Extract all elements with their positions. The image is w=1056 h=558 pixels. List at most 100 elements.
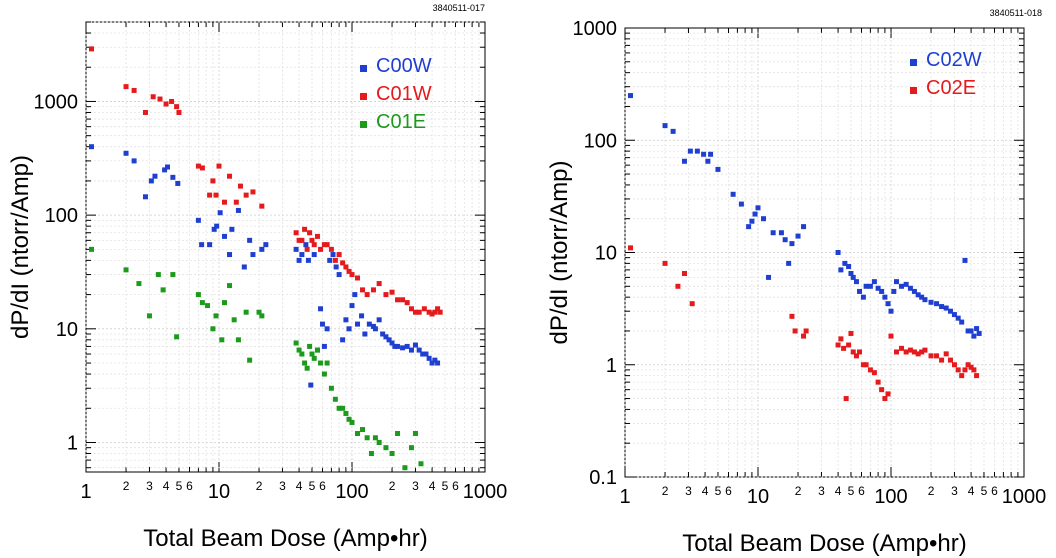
y-tick-label: 100 xyxy=(584,130,617,152)
y-tick-label: 100 xyxy=(45,205,78,227)
data-point xyxy=(959,319,965,325)
x-axis-title: Total Beam Dose (Amp•hr) xyxy=(143,525,428,552)
x-tick-label: 100 xyxy=(874,486,907,508)
data-point xyxy=(662,260,668,266)
data-point xyxy=(199,300,205,306)
data-point xyxy=(352,292,358,298)
data-point xyxy=(628,93,634,99)
x-tick-label: 1 xyxy=(80,481,91,503)
data-point xyxy=(131,158,137,164)
data-point xyxy=(801,224,807,230)
data-point xyxy=(888,308,894,314)
data-point xyxy=(882,396,888,402)
data-point xyxy=(311,355,317,361)
data-point xyxy=(386,337,392,343)
data-point xyxy=(243,309,249,315)
data-point xyxy=(863,283,869,289)
data-point xyxy=(131,87,137,93)
data-point xyxy=(165,164,171,170)
data-point xyxy=(915,351,921,357)
x-minor-tick-label: 5 xyxy=(848,484,855,498)
data-point xyxy=(355,275,361,281)
data-point xyxy=(259,313,265,319)
y-tick-label: 10 xyxy=(56,319,78,341)
data-point xyxy=(319,321,325,327)
data-point xyxy=(318,360,324,366)
data-point xyxy=(296,237,302,243)
data-point xyxy=(911,288,917,294)
data-point xyxy=(328,385,334,391)
data-point xyxy=(311,242,317,248)
data-point xyxy=(174,334,180,340)
data-point xyxy=(227,283,233,289)
data-point xyxy=(928,353,934,359)
data-point xyxy=(882,294,888,300)
data-point xyxy=(383,292,389,298)
data-point xyxy=(343,264,349,270)
data-point xyxy=(850,349,856,355)
data-point xyxy=(875,285,881,291)
legend: C02W C02E xyxy=(910,49,982,99)
x-minor-tick-label: 3 xyxy=(279,479,286,493)
data-point xyxy=(302,360,308,366)
series-C00W xyxy=(89,144,441,388)
data-point xyxy=(885,301,891,307)
figure-id: 3840511-017 xyxy=(433,3,485,13)
data-point xyxy=(395,297,401,303)
data-point xyxy=(766,274,772,280)
x-minor-tick-label: 2 xyxy=(795,484,802,498)
data-point xyxy=(939,304,945,310)
data-point xyxy=(250,189,256,195)
x-tick-label: 10 xyxy=(208,481,230,503)
data-point xyxy=(296,257,302,263)
x-axis-title: Total Beam Dose (Amp•hr) xyxy=(682,530,967,557)
data-point xyxy=(336,405,342,411)
data-point xyxy=(705,158,711,164)
data-point xyxy=(195,292,201,298)
data-point xyxy=(309,237,315,243)
data-point xyxy=(163,101,169,107)
data-point xyxy=(789,241,795,247)
x-minor-tick-label: 5 xyxy=(309,479,316,493)
data-point xyxy=(420,351,426,357)
data-point xyxy=(155,272,161,278)
data-point xyxy=(860,294,866,300)
data-point xyxy=(416,347,422,353)
data-point xyxy=(392,343,398,349)
data-point xyxy=(366,321,372,327)
data-point xyxy=(247,357,253,363)
data-point xyxy=(231,317,237,323)
data-point xyxy=(330,252,336,258)
data-point xyxy=(934,301,940,307)
data-point xyxy=(871,279,877,285)
data-point xyxy=(89,144,95,150)
data-point xyxy=(857,288,863,294)
x-minor-tick-label: 6 xyxy=(319,479,326,493)
data-point xyxy=(247,237,253,243)
data-point xyxy=(934,353,940,359)
legend-marker xyxy=(360,93,367,100)
data-point xyxy=(368,451,374,457)
data-point xyxy=(259,246,265,252)
data-point xyxy=(142,109,148,115)
data-point xyxy=(299,252,305,258)
data-point xyxy=(801,333,807,339)
data-point xyxy=(195,163,201,169)
data-point xyxy=(360,427,366,433)
data-point xyxy=(227,173,233,179)
data-point xyxy=(170,174,176,180)
data-point xyxy=(919,349,925,355)
data-point xyxy=(437,309,443,315)
data-point xyxy=(860,362,866,368)
data-point xyxy=(299,237,305,243)
data-point xyxy=(749,218,755,224)
data-point xyxy=(152,173,158,179)
data-point xyxy=(222,233,228,239)
data-point xyxy=(879,387,885,393)
data-point xyxy=(349,303,355,309)
data-point xyxy=(136,281,142,287)
data-point xyxy=(376,439,382,445)
data-point xyxy=(372,435,378,441)
x-tick-label: 10 xyxy=(747,486,769,508)
